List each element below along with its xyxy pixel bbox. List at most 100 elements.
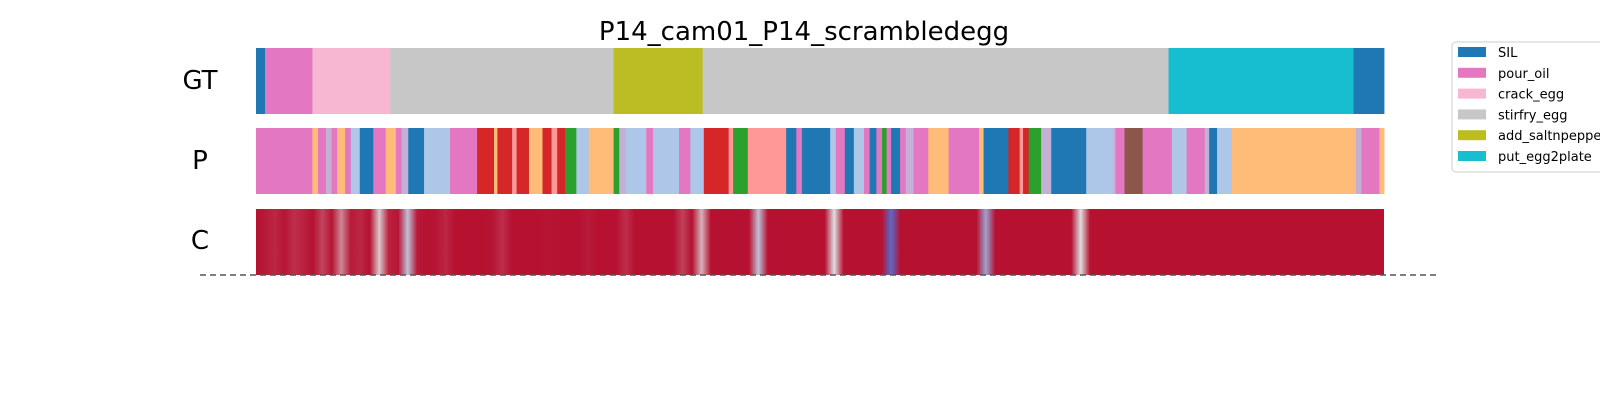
pred-segment-69: [1124, 128, 1144, 194]
pred-segment-61: [1019, 128, 1024, 194]
pred-segment-33: [679, 128, 691, 194]
pred-segment-4: [331, 128, 338, 194]
gt-segment-6: [1168, 48, 1354, 114]
pred-segment-18: [497, 128, 513, 194]
pred-segment-56: [928, 128, 949, 194]
pred-segment-40: [786, 128, 797, 194]
pred-segment-60: [1008, 128, 1021, 194]
chart-title: P14_cam01_P14_scrambledegg: [599, 17, 1009, 47]
pred-segment-25: [565, 128, 577, 194]
pred-segment-63: [1028, 128, 1042, 194]
prediction-segment-row: [256, 128, 1385, 194]
pred-segment-0: [256, 128, 313, 194]
pred-segment-16: [477, 128, 495, 194]
pred-segment-31: [646, 128, 654, 194]
pred-segment-71: [1171, 128, 1187, 194]
pred-segment-22: [542, 128, 552, 194]
pred-segment-66: [1086, 128, 1114, 194]
pred-segment-68: [1115, 128, 1125, 194]
pred-segment-45: [844, 128, 855, 194]
pred-segment-8: [359, 128, 374, 194]
pred-segment-48: [869, 128, 877, 194]
pred-segment-14: [424, 128, 451, 194]
legend-swatch-0: [1458, 47, 1486, 57]
pred-segment-10: [385, 128, 397, 194]
pred-segment-74: [1209, 128, 1218, 194]
pred-segment-49: [876, 128, 883, 194]
pred-segment-79: [1379, 128, 1385, 194]
pred-segment-72: [1186, 128, 1206, 194]
pred-segment-58: [979, 128, 984, 194]
pred-segment-53: [900, 128, 907, 194]
pred-segment-3: [325, 128, 332, 194]
legend-label-0: SIL: [1498, 46, 1518, 61]
gt-segment-3: [390, 48, 614, 114]
pred-segment-19: [512, 128, 517, 194]
legend: SIL pour_oil crack_egg stirfry_egg add_saltn…: [1451, 41, 1600, 173]
pred-segment-51: [886, 128, 892, 194]
legend-label-2: crack_egg: [1498, 88, 1564, 103]
pred-segment-62: [1023, 128, 1030, 194]
pred-segment-38: [747, 128, 754, 194]
confidence-strip: [256, 209, 1384, 275]
pred-segment-43: [830, 128, 837, 194]
pred-segment-26: [576, 128, 590, 194]
legend-swatch-3: [1458, 109, 1486, 120]
pred-segment-6: [345, 128, 352, 194]
pred-segment-13: [408, 128, 425, 194]
gt-segment-2: [312, 48, 391, 114]
pred-segment-27: [588, 128, 614, 194]
pred-segment-1: [312, 128, 319, 194]
pred-segment-76: [1231, 128, 1357, 194]
legend-frame: [1451, 41, 1600, 173]
pred-segment-34: [690, 128, 705, 194]
pred-segment-23: [551, 128, 558, 194]
legend-swatch-1: [1458, 67, 1486, 78]
row-label-gt: GT: [182, 66, 217, 96]
pred-segment-29: [619, 128, 627, 194]
legend-swatch-4: [1458, 130, 1486, 141]
pred-segment-46: [853, 128, 865, 194]
pred-segment-2: [318, 128, 327, 194]
pred-segment-55: [913, 128, 929, 194]
pred-segment-21: [528, 128, 543, 194]
pred-segment-75: [1217, 128, 1233, 194]
pred-segment-7: [350, 128, 361, 194]
pred-segment-5: [337, 128, 346, 194]
pred-segment-57: [948, 128, 980, 194]
legend-swatch-2: [1458, 88, 1486, 99]
pred-segment-78: [1361, 128, 1380, 194]
pred-segment-32: [653, 128, 680, 194]
pred-segment-39: [753, 128, 787, 194]
gt-segment-0: [256, 48, 266, 114]
gt-segment-row: [256, 48, 1385, 114]
pred-segment-15: [450, 128, 478, 194]
legend-label-4: add_saltnpepper: [1498, 129, 1600, 144]
pred-segment-12: [401, 128, 409, 194]
legend-swatch-5: [1458, 151, 1486, 161]
pred-segment-41: [796, 128, 803, 194]
pred-segment-11: [395, 128, 402, 194]
pred-segment-30: [625, 128, 647, 194]
pred-segment-52: [891, 128, 901, 194]
pred-segment-24: [557, 128, 566, 194]
row-label-p: P: [192, 146, 208, 176]
pred-segment-65: [1051, 128, 1087, 194]
pred-segment-70: [1142, 128, 1173, 194]
legend-label-5: put_egg2plate: [1498, 150, 1592, 165]
pred-segment-35: [703, 128, 730, 194]
pred-segment-64: [1041, 128, 1052, 194]
pred-segment-9: [373, 128, 387, 194]
pred-segment-54: [905, 128, 915, 194]
pred-segment-28: [613, 128, 620, 194]
legend-label-3: stirfry_egg: [1498, 108, 1567, 123]
pred-segment-37: [733, 128, 749, 194]
gt-segment-5: [702, 48, 1169, 114]
pred-segment-50: [882, 128, 887, 194]
pred-segment-59: [983, 128, 1009, 194]
pred-segment-20: [516, 128, 530, 194]
pred-segment-77: [1355, 128, 1362, 194]
confidence-row: [256, 209, 1384, 275]
pred-segment-67: [1113, 128, 1116, 194]
